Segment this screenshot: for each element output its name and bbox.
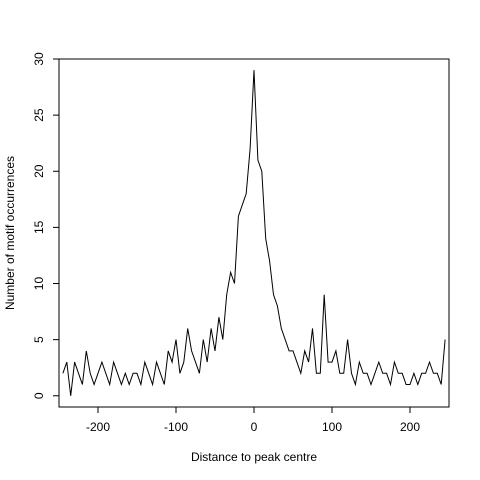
y-tick-label: 30 [32,52,46,66]
y-axis-label: Number of motif occurrences [3,156,17,310]
series-group [62,70,446,396]
y-tick-label: 0 [32,392,46,399]
y-tick-label: 25 [32,108,46,122]
x-tick-label: -100 [164,420,188,434]
y-tick-label: 5 [32,336,46,343]
y-tick-label: 15 [32,220,46,234]
x-tick-label: -200 [86,420,110,434]
y-tick-label: 10 [32,277,46,291]
x-tick-label: 0 [251,420,258,434]
y-tick-label: 20 [32,164,46,178]
x-tick-label: 100 [322,420,342,434]
x-axis: -200 -100 0 100 200 [86,406,420,434]
x-tick-label: 200 [400,420,420,434]
y-axis: 0 5 10 15 20 25 30 [32,52,60,399]
plot-frame [58,58,450,408]
x-axis-label: Distance to peak centre [191,450,317,464]
series-line [62,70,446,396]
